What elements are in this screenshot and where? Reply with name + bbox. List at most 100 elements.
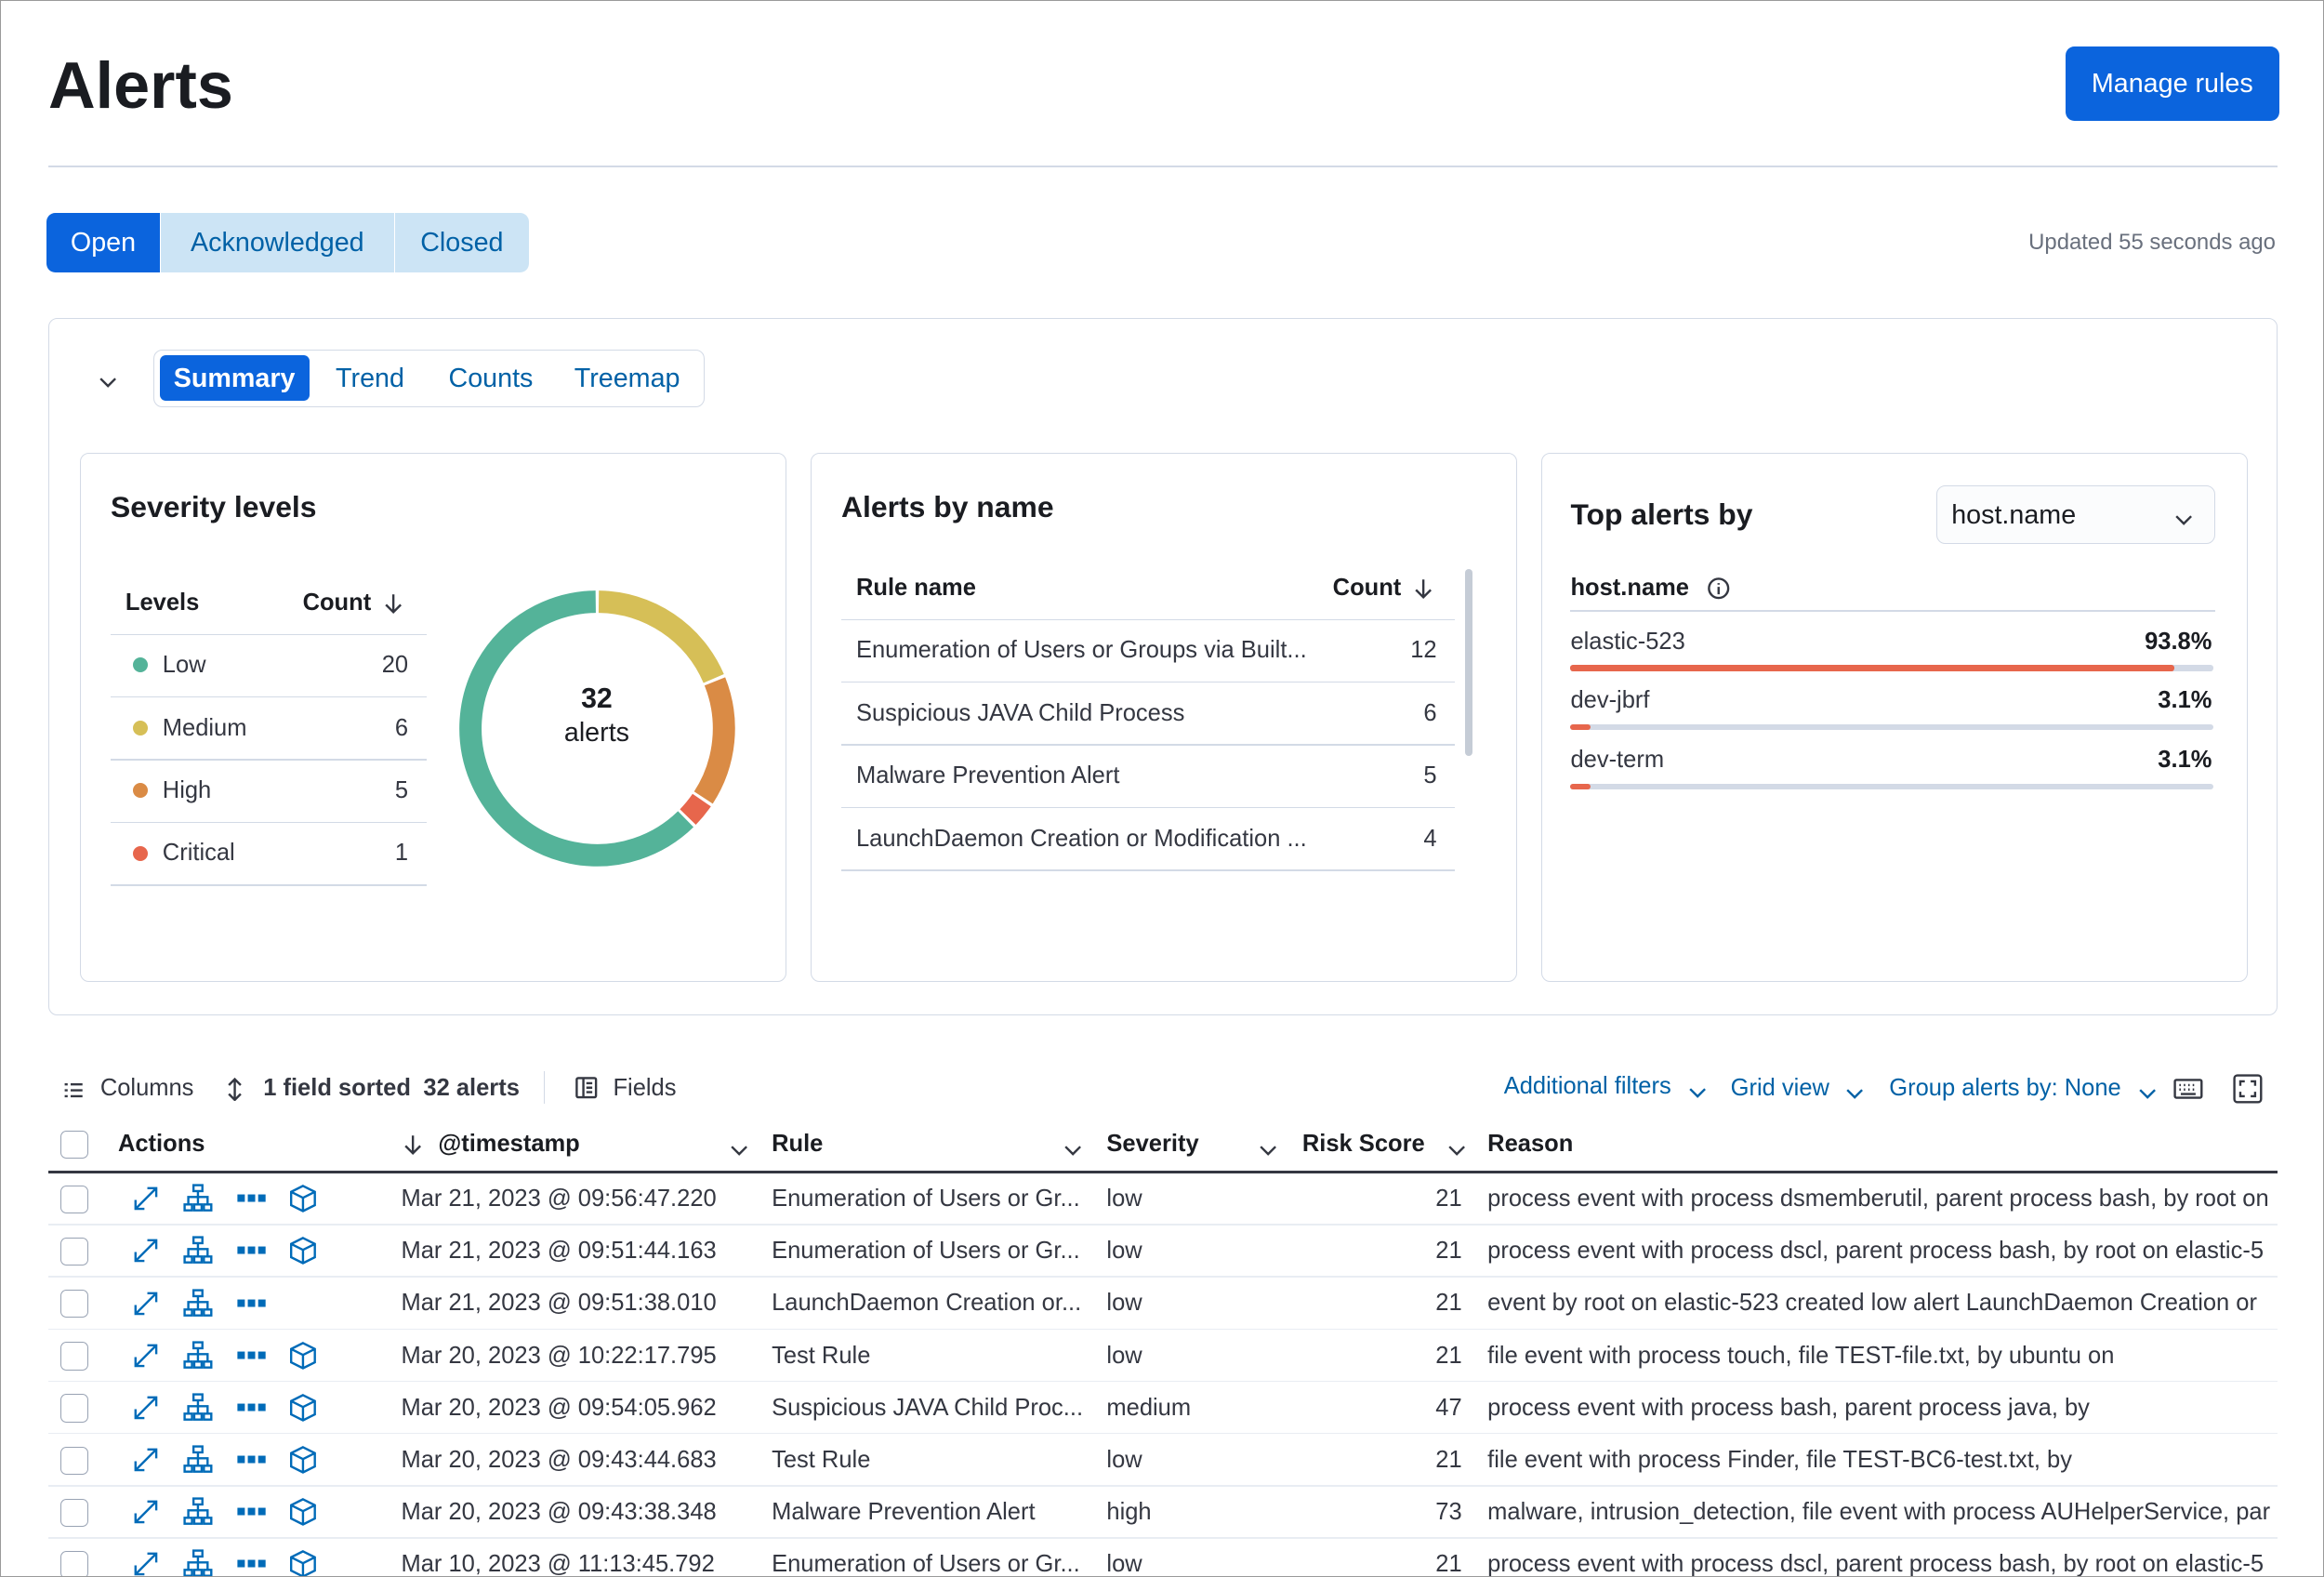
checkbox[interactable] bbox=[59, 1550, 89, 1577]
status-tab[interactable] bbox=[161, 212, 394, 272]
checkbox[interactable] bbox=[59, 1394, 89, 1423]
icon-part bbox=[134, 1186, 158, 1211]
icon-part bbox=[192, 1307, 204, 1317]
analyze-icon[interactable] bbox=[183, 1341, 213, 1371]
severity: high bbox=[1106, 1498, 1152, 1525]
more-icon[interactable] bbox=[236, 1236, 267, 1266]
icon-part bbox=[290, 1550, 317, 1577]
divider bbox=[110, 884, 427, 886]
divider bbox=[48, 1276, 2278, 1279]
icon-part bbox=[203, 1307, 213, 1317]
divider bbox=[48, 165, 2278, 167]
column-header[interactable]: Reason bbox=[1487, 1131, 1574, 1158]
expand-icon[interactable] bbox=[131, 1445, 161, 1475]
analyze-icon[interactable] bbox=[183, 1236, 213, 1266]
more-icon[interactable] bbox=[236, 1445, 267, 1475]
checkbox[interactable] bbox=[59, 1130, 89, 1160]
icon-part bbox=[203, 1411, 213, 1421]
icon-part bbox=[192, 1359, 204, 1369]
checkbox[interactable] bbox=[59, 1238, 89, 1266]
session-view-icon[interactable] bbox=[288, 1341, 318, 1371]
icon-part bbox=[134, 1500, 158, 1524]
button-label: Manage rules bbox=[2091, 69, 2253, 99]
analyze-icon[interactable] bbox=[183, 1497, 213, 1527]
divider bbox=[841, 744, 1456, 746]
icon-part bbox=[203, 1517, 213, 1525]
divider bbox=[110, 633, 427, 636]
icon-part bbox=[192, 1341, 205, 1349]
session-view-icon[interactable] bbox=[288, 1393, 318, 1423]
column-header[interactable]: @timestamp bbox=[438, 1131, 580, 1158]
expand-icon[interactable] bbox=[131, 1184, 161, 1213]
analyze-icon[interactable] bbox=[183, 1393, 213, 1423]
toolbar-link[interactable]: Group alerts by: None bbox=[1889, 1074, 2121, 1101]
checkbox[interactable] bbox=[59, 1498, 89, 1527]
summary-tab-active[interactable] bbox=[159, 355, 310, 402]
expand-icon[interactable] bbox=[131, 1393, 161, 1423]
session-view-icon[interactable] bbox=[288, 1236, 318, 1266]
session-view-icon[interactable] bbox=[288, 1184, 318, 1213]
divider bbox=[841, 869, 1456, 871]
rule: Enumeration of Users or Gr... bbox=[772, 1238, 1080, 1265]
icon-part bbox=[247, 1455, 256, 1464]
field-select[interactable] bbox=[1936, 485, 2215, 544]
more-icon[interactable] bbox=[236, 1341, 267, 1371]
toolbar-button[interactable]: Fields bbox=[613, 1074, 677, 1101]
column-header[interactable]: Risk Score bbox=[1301, 1131, 1425, 1158]
divider bbox=[1570, 610, 2215, 612]
session-view-icon[interactable] bbox=[288, 1549, 318, 1577]
icon-part bbox=[404, 1134, 422, 1155]
expand-icon[interactable] bbox=[131, 1549, 161, 1576]
checkbox[interactable] bbox=[59, 1342, 89, 1371]
expand-icon[interactable] bbox=[131, 1341, 161, 1371]
more-icon[interactable] bbox=[236, 1289, 267, 1319]
checkbox[interactable] bbox=[59, 1185, 89, 1214]
icon-part bbox=[2173, 1078, 2203, 1099]
expand-icon[interactable] bbox=[131, 1497, 161, 1527]
checkbox[interactable] bbox=[59, 1290, 89, 1319]
analyze-icon[interactable] bbox=[183, 1549, 213, 1577]
severity: low bbox=[1106, 1238, 1142, 1265]
icon-part bbox=[183, 1236, 213, 1265]
divider bbox=[841, 681, 1456, 683]
more-icon[interactable] bbox=[236, 1549, 267, 1576]
severity-level: High bbox=[162, 777, 212, 804]
status-tab[interactable] bbox=[395, 212, 529, 272]
icon-part bbox=[99, 378, 116, 388]
icon-part bbox=[290, 1498, 317, 1526]
icon-part bbox=[134, 1239, 158, 1263]
checkbox[interactable] bbox=[59, 1446, 89, 1475]
divider bbox=[48, 1380, 2278, 1383]
more-icon[interactable] bbox=[236, 1393, 267, 1423]
expand-icon[interactable] bbox=[131, 1289, 161, 1319]
session-view-icon[interactable] bbox=[288, 1497, 318, 1527]
toolbar-button[interactable]: Columns bbox=[99, 1074, 194, 1101]
icon-part bbox=[2138, 1089, 2156, 1100]
icon-part bbox=[247, 1351, 256, 1359]
more-icon[interactable] bbox=[236, 1184, 267, 1213]
analyze-icon[interactable] bbox=[183, 1184, 213, 1213]
more-icon[interactable] bbox=[236, 1497, 267, 1527]
status-tab[interactable] bbox=[46, 212, 160, 272]
reason: file event with process Finder, file TES… bbox=[1487, 1446, 2072, 1473]
manage-rules-button[interactable] bbox=[2065, 46, 2279, 122]
toolbar-link[interactable]: Additional filters bbox=[1503, 1072, 1671, 1099]
column-header[interactable]: Rule bbox=[772, 1131, 824, 1158]
divider bbox=[841, 806, 1456, 809]
expand-icon[interactable] bbox=[131, 1236, 161, 1266]
sort-fields-icon bbox=[226, 1077, 244, 1102]
icon-part bbox=[203, 1255, 213, 1265]
rule-count: 4 bbox=[1423, 825, 1437, 852]
session-view-icon[interactable] bbox=[288, 1445, 318, 1475]
icon-part bbox=[187, 1347, 209, 1362]
icon-part bbox=[1260, 1146, 1277, 1156]
toolbar-button[interactable]: 1 field sorted bbox=[263, 1074, 411, 1101]
icon-part bbox=[236, 1403, 244, 1411]
analyze-icon[interactable] bbox=[183, 1445, 213, 1475]
column-header[interactable]: Severity bbox=[1106, 1131, 1199, 1158]
donut-chart bbox=[458, 590, 735, 868]
toolbar-link[interactable]: Grid view bbox=[1730, 1074, 1829, 1101]
column-header[interactable]: Actions bbox=[117, 1131, 205, 1158]
rule: Enumeration of Users or Gr... bbox=[772, 1186, 1080, 1213]
analyze-icon[interactable] bbox=[183, 1288, 213, 1319]
